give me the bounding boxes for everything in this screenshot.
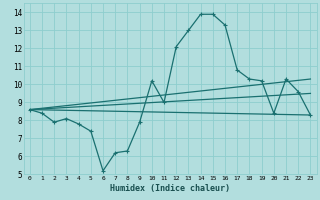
X-axis label: Humidex (Indice chaleur): Humidex (Indice chaleur) [110,184,230,193]
